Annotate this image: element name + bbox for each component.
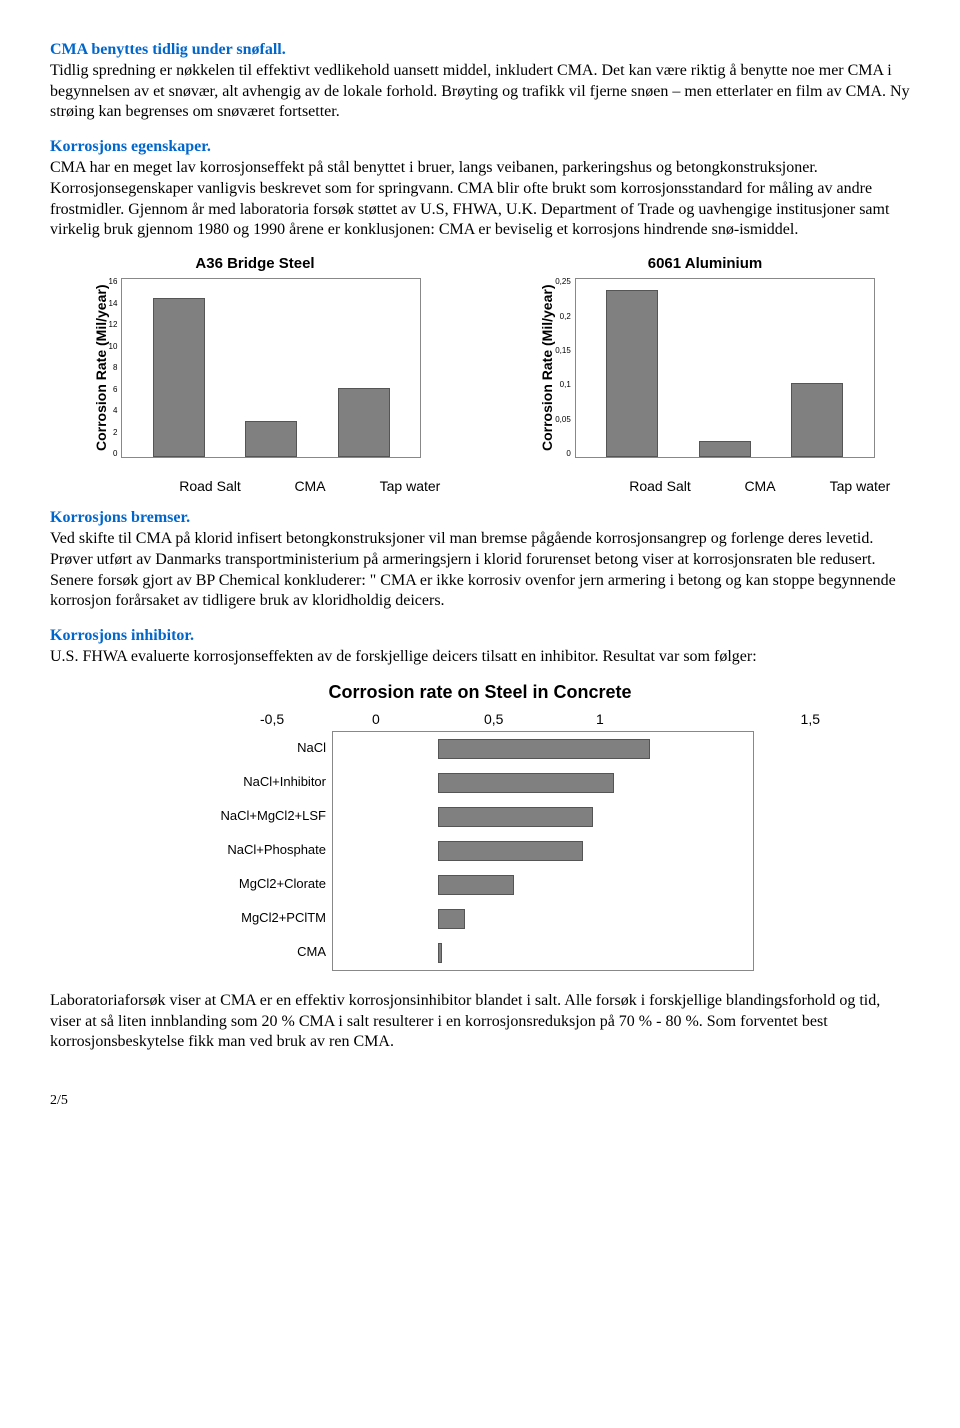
chart-al-title: 6061 Aluminium — [648, 255, 762, 272]
chart-h-bar — [438, 841, 583, 861]
chart-a36-xlabel: Road Salt — [160, 478, 260, 494]
chart-al-ytick: 0,15 — [555, 347, 571, 355]
chart-h-xtick: 0,5 — [484, 711, 596, 727]
chart-al-ytick: 0,1 — [555, 381, 571, 389]
chart-al-plot — [575, 278, 875, 458]
chart-h-bar — [438, 909, 465, 929]
chart-a36-xlabel: Tap water — [360, 478, 460, 494]
chart-h-ylabel: NaCl — [206, 731, 326, 765]
chart-a36-ytick: 10 — [109, 343, 118, 351]
section-bremser: Korrosjons bremser. Ved skifte til CMA p… — [50, 508, 910, 612]
chart-h-row — [333, 732, 753, 766]
chart-al-bar — [791, 383, 843, 457]
chart-a36-ytick: 14 — [109, 300, 118, 308]
section-intro: CMA benyttes tidlig under snøfall. Tidli… — [50, 40, 910, 123]
heading-egenskaper: Korrosjons egenskaper. — [50, 138, 211, 155]
chart-al-xlabel: Tap water — [810, 478, 910, 494]
chart-h-row — [333, 834, 753, 868]
chart-a36-ytick: 4 — [109, 407, 118, 415]
chart-h-ylabel: NaCl+MgCl2+LSF — [206, 799, 326, 833]
chart-h-row — [333, 902, 753, 936]
chart-a36-bar — [153, 298, 205, 458]
chart-h-row — [333, 800, 753, 834]
chart-h-bar — [438, 807, 593, 827]
chart-al-ytick: 0,05 — [555, 416, 571, 424]
chart-a36-ytick: 16 — [109, 278, 118, 286]
chart-h-ylabel: CMA — [206, 935, 326, 969]
chart-al-xlabel: Road Salt — [610, 478, 710, 494]
chart-a36-ytick: 12 — [109, 321, 118, 329]
chart-h-ylabel: NaCl+Phosphate — [206, 833, 326, 867]
body-egenskaper: CMA har en meget lav korrosjonseffekt på… — [50, 159, 889, 238]
chart-a36-ytick: 6 — [109, 386, 118, 394]
heading-bremser: Korrosjons bremser. — [50, 509, 190, 526]
chart-h-title: Corrosion rate on Steel in Concrete — [328, 682, 631, 703]
chart-h-bar — [438, 739, 650, 759]
heading-inhibitor: Korrosjons inhibitor. — [50, 627, 194, 644]
chart-a36-xlabel: CMA — [260, 478, 360, 494]
chart-h-ylabels: NaClNaCl+InhibitorNaCl+MgCl2+LSFNaCl+Pho… — [206, 731, 332, 971]
chart-a36-ytick: 8 — [109, 364, 118, 372]
chart-al-ylabel: Corrosion Rate (Mil/year) — [535, 278, 555, 458]
chart-h-xaxis: -0,500,511,5 — [260, 711, 820, 727]
chart-al-xlabels: Road SaltCMATap water — [610, 478, 910, 494]
section-conclusion: Laboratoriaforsøk viser at CMA er en eff… — [50, 991, 910, 1053]
chart-h-row — [333, 766, 753, 800]
chart-h-bar — [438, 875, 514, 895]
chart-al-ytick: 0,2 — [555, 313, 571, 321]
chart-a36-bar — [245, 421, 297, 457]
chart-al-ytick: 0 — [555, 450, 571, 458]
chart-a36-ylabel: Corrosion Rate (Mil/year) — [89, 278, 109, 458]
chart-h-xtick: -0,5 — [260, 711, 372, 727]
chart-h-ylabel: NaCl+Inhibitor — [206, 765, 326, 799]
chart-al-bar — [699, 441, 751, 457]
chart-a36: A36 Bridge Steel Corrosion Rate (Mil/yea… — [50, 255, 460, 494]
chart-a36-ytick: 0 — [109, 450, 118, 458]
chart-h-row — [333, 936, 753, 970]
chart-h-xtick: 0 — [372, 711, 484, 727]
body-cma-tidlig: Tidlig spredning er nøkkelen til effekti… — [50, 62, 910, 121]
chart-a36-plot — [121, 278, 421, 458]
chart-al-xlabel: CMA — [710, 478, 810, 494]
chart-horizontal: Corrosion rate on Steel in Concrete -0,5… — [50, 682, 910, 971]
chart-h-row — [333, 868, 753, 902]
chart-h-bar — [438, 773, 614, 793]
chart-h-xtick: 1,5 — [708, 711, 820, 727]
chart-h-plot — [332, 731, 754, 971]
chart-h-xtick: 1 — [596, 711, 708, 727]
chart-a36-yaxis: 16 14 12 10 8 6 4 2 0 — [109, 278, 122, 458]
chart-al-bar — [606, 290, 658, 458]
body-conclusion: Laboratoriaforsøk viser at CMA er en eff… — [50, 992, 880, 1051]
chart-h-ylabel: MgCl2+Clorate — [206, 867, 326, 901]
charts-row: A36 Bridge Steel Corrosion Rate (Mil/yea… — [50, 255, 910, 494]
body-bremser: Ved skifte til CMA på klorid infisert be… — [50, 530, 896, 609]
chart-al-yaxis: 0,25 0,2 0,15 0,1 0,05 0 — [555, 278, 575, 458]
chart-a36-bar — [338, 388, 390, 458]
body-inhibitor: U.S. FHWA evaluerte korrosjonseffekten a… — [50, 648, 757, 665]
chart-a36-ytick: 2 — [109, 429, 118, 437]
chart-al-ytick: 0,25 — [555, 278, 571, 286]
chart-a36-xlabels: Road SaltCMATap water — [160, 478, 460, 494]
chart-aluminium: 6061 Aluminium Corrosion Rate (Mil/year)… — [500, 255, 910, 494]
chart-h-ylabel: MgCl2+PClTM — [206, 901, 326, 935]
section-egenskaper: Korrosjons egenskaper. CMA har en meget … — [50, 137, 910, 241]
page-number: 2/5 — [50, 1093, 910, 1109]
chart-a36-title: A36 Bridge Steel — [195, 255, 314, 272]
chart-h-bar — [438, 943, 442, 963]
section-inhibitor: Korrosjons inhibitor. U.S. FHWA evaluert… — [50, 626, 910, 668]
heading-cma-tidlig: CMA benyttes tidlig under snøfall. — [50, 41, 286, 58]
